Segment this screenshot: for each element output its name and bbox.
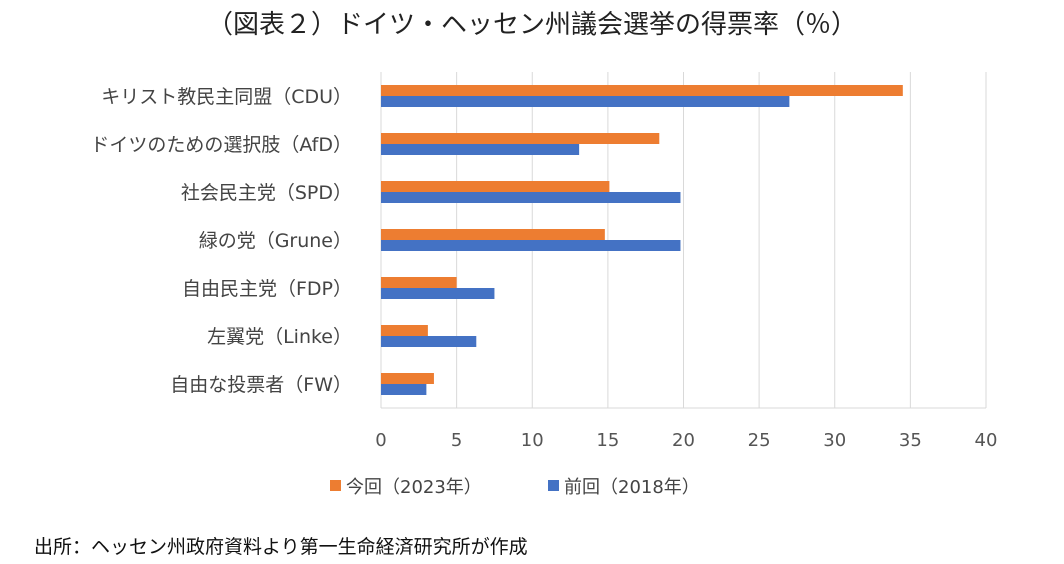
bar-2023 (381, 85, 903, 96)
bar-2023 (381, 229, 605, 240)
bar-2023 (381, 373, 434, 384)
source-note: 出所：ヘッセン州政府資料より第一生命経済研究所が作成 (34, 536, 528, 558)
legend-swatch (330, 480, 341, 491)
category-label: 緑の党（Grune） (199, 230, 352, 252)
x-tick-label: 40 (975, 430, 998, 451)
x-tick-label: 30 (823, 430, 846, 451)
category-label: 左翼党（Linke） (207, 326, 352, 348)
legend-label: 前回（2018年） (564, 477, 700, 498)
x-tick-label: 0 (375, 430, 386, 451)
bar-2018 (381, 144, 580, 155)
x-tick-label: 10 (521, 430, 544, 451)
x-tick-label: 5 (451, 430, 462, 451)
bar-2023 (381, 277, 457, 288)
bar-2018 (381, 288, 495, 299)
category-label: キリスト教民主同盟（CDU） (101, 86, 352, 108)
x-tick-label: 25 (748, 430, 771, 451)
bar-2023 (381, 181, 610, 192)
x-tick-label: 15 (596, 430, 619, 451)
x-tick-label: 20 (672, 430, 695, 451)
bar-2023 (381, 325, 428, 336)
chart-title: （図表２）ドイツ・ヘッセン州議会選挙の得票率（％） (206, 10, 857, 40)
legend-swatch (548, 480, 559, 491)
bar-2018 (381, 336, 477, 347)
bar-2018 (381, 192, 681, 203)
category-label: 自由な投票者（FW） (170, 374, 352, 396)
bar-2023 (381, 133, 660, 144)
category-label: 社会民主党（SPD） (181, 182, 352, 204)
bar-2018 (381, 384, 427, 395)
category-label: 自由民主党（FDP） (182, 278, 352, 300)
bar-2018 (381, 240, 681, 251)
category-label: ドイツのための選択肢（AfD） (90, 134, 352, 156)
legend-label: 今回（2023年） (346, 477, 482, 498)
bar-2018 (381, 96, 790, 107)
x-tick-label: 35 (899, 430, 922, 451)
